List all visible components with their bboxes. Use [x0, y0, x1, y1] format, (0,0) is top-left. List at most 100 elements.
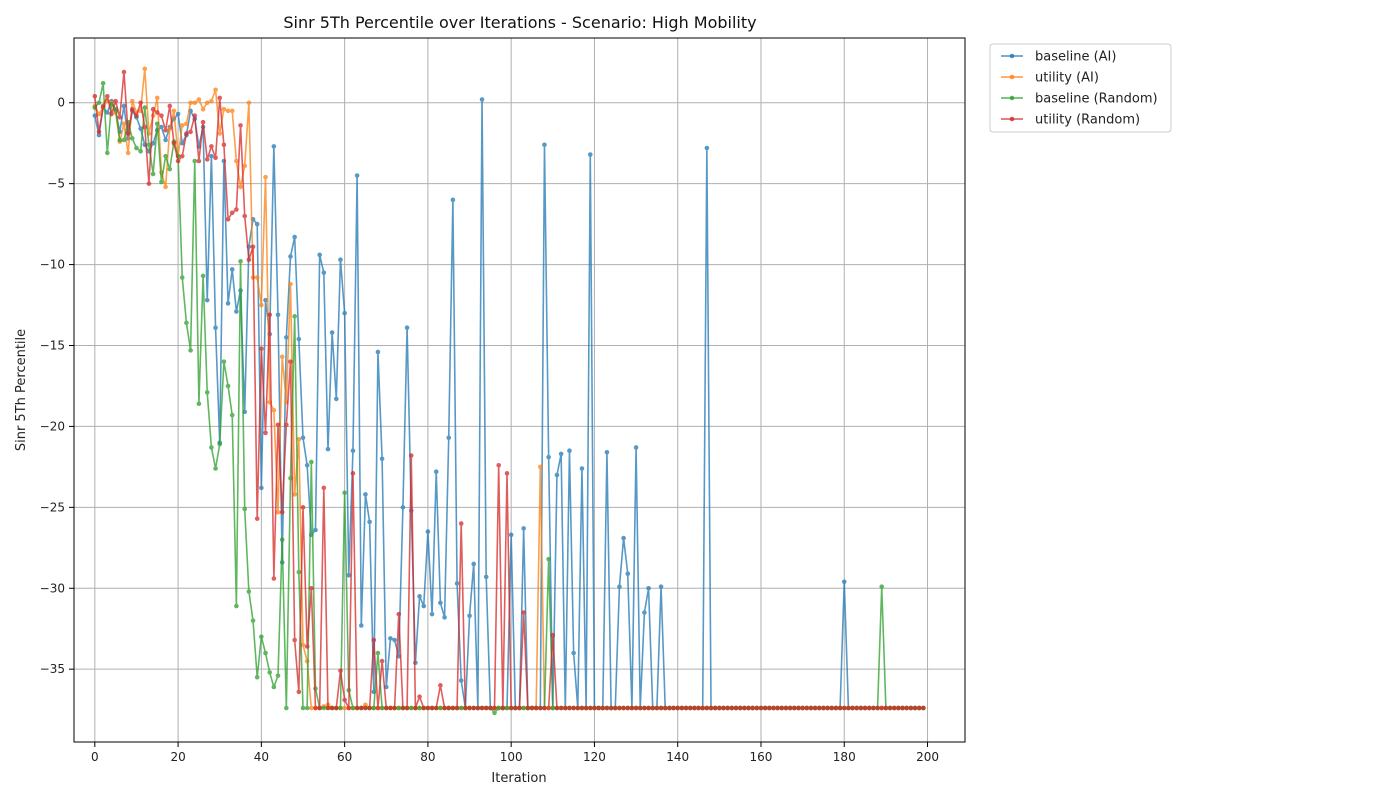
data-point-2-23 — [188, 348, 193, 353]
data-point-3-58 — [334, 705, 339, 711]
data-point-2-7 — [121, 137, 127, 143]
data-point-3-176 — [825, 705, 830, 711]
data-point-2-15 — [154, 121, 160, 127]
data-point-3-38 — [250, 244, 256, 250]
data-point-2-40 — [259, 634, 264, 640]
data-point-0-47 — [288, 254, 293, 259]
data-point-0-59 — [338, 257, 343, 263]
data-point-2-59 — [338, 705, 343, 711]
data-point-3-60 — [342, 697, 347, 703]
data-point-2-49 — [296, 569, 302, 575]
data-point-3-14 — [150, 106, 156, 112]
data-point-3-10 — [134, 113, 139, 118]
data-point-3-83 — [438, 683, 443, 688]
data-point-1-60 — [342, 705, 347, 711]
data-point-2-88 — [458, 705, 464, 711]
data-point-0-55 — [321, 270, 327, 275]
data-point-3-98 — [500, 705, 506, 711]
data-point-3-138 — [667, 705, 672, 711]
data-point-3-16 — [159, 113, 164, 118]
x-tick-label-10: 200 — [916, 750, 939, 764]
data-point-2-41 — [263, 650, 268, 656]
data-point-0-58 — [334, 396, 339, 402]
data-point-0-51 — [304, 462, 310, 468]
legend-label-3: utility (Random) — [1035, 113, 1140, 128]
data-point-3-119 — [587, 705, 593, 711]
series-layer — [92, 66, 926, 716]
data-point-0-57 — [329, 330, 335, 335]
data-point-3-106 — [533, 705, 539, 711]
data-point-3-79 — [421, 705, 427, 711]
data-point-1-107 — [538, 464, 543, 470]
data-point-3-52 — [309, 585, 314, 591]
data-point-3-9 — [129, 106, 135, 112]
data-point-0-61 — [346, 573, 352, 578]
data-point-3-96 — [492, 705, 497, 711]
data-point-3-133 — [646, 705, 651, 711]
y-axis-label: Sinr 5Th Percentile — [14, 329, 29, 451]
x-tick-label-4: 80 — [420, 750, 435, 764]
data-point-1-31 — [221, 106, 227, 112]
data-point-3-103 — [521, 610, 526, 615]
data-point-3-162 — [767, 705, 772, 711]
y-tick-label-2: −10 — [40, 258, 65, 272]
data-point-3-39 — [254, 516, 260, 521]
data-point-0-7 — [121, 103, 127, 109]
data-point-3-66 — [367, 705, 372, 711]
data-point-3-28 — [209, 144, 214, 149]
data-point-0-86 — [450, 197, 456, 203]
data-point-3-49 — [296, 689, 302, 695]
data-point-3-13 — [146, 181, 152, 186]
data-point-2-62 — [350, 705, 356, 711]
data-point-0-11 — [138, 126, 143, 131]
legend-box — [989, 43, 1172, 133]
data-point-2-55 — [321, 705, 327, 711]
data-point-3-136 — [658, 705, 664, 711]
data-point-3-45 — [279, 509, 285, 515]
data-point-1-40 — [259, 302, 264, 308]
data-point-2-4 — [109, 102, 114, 107]
data-point-2-3 — [105, 150, 110, 156]
data-point-0-74 — [400, 505, 406, 510]
x-axis-label: Iteration — [491, 771, 546, 786]
data-point-1-8 — [125, 150, 131, 156]
data-point-3-44 — [275, 422, 281, 428]
data-point-0-109 — [546, 454, 551, 460]
data-point-3-25 — [196, 158, 202, 164]
data-point-0-75 — [404, 325, 410, 330]
data-point-0-49 — [296, 336, 302, 342]
data-point-3-26 — [200, 119, 206, 125]
data-point-2-26 — [200, 273, 206, 279]
data-point-3-197 — [912, 705, 918, 711]
data-point-1-17 — [163, 184, 168, 190]
data-point-3-186 — [866, 705, 872, 711]
data-point-0-128 — [625, 571, 631, 576]
data-point-2-42 — [267, 670, 272, 675]
data-point-3-22 — [184, 131, 189, 136]
data-point-0-85 — [446, 435, 452, 441]
data-point-2-68 — [375, 650, 381, 656]
data-point-3-180 — [841, 705, 847, 711]
data-point-1-43 — [271, 407, 277, 413]
data-point-3-158 — [750, 705, 755, 711]
data-point-1-25 — [196, 97, 202, 102]
data-point-2-38 — [250, 618, 256, 623]
data-point-3-178 — [833, 705, 839, 711]
data-point-3-153 — [729, 705, 735, 711]
data-point-0-66 — [367, 519, 372, 525]
data-point-3-147 — [704, 705, 710, 711]
data-point-0-117 — [579, 466, 585, 471]
data-point-2-46 — [284, 705, 289, 711]
data-point-0-80 — [425, 529, 431, 534]
data-point-3-132 — [642, 705, 647, 711]
data-point-3-199 — [921, 705, 926, 711]
data-point-3-172 — [808, 705, 814, 711]
data-point-3-17 — [163, 127, 168, 133]
data-point-3-50 — [300, 505, 306, 510]
data-point-3-41 — [263, 430, 268, 436]
data-point-3-114 — [567, 705, 572, 711]
data-point-3-2 — [100, 103, 106, 109]
data-point-0-126 — [617, 584, 622, 589]
data-point-2-1 — [96, 100, 102, 106]
